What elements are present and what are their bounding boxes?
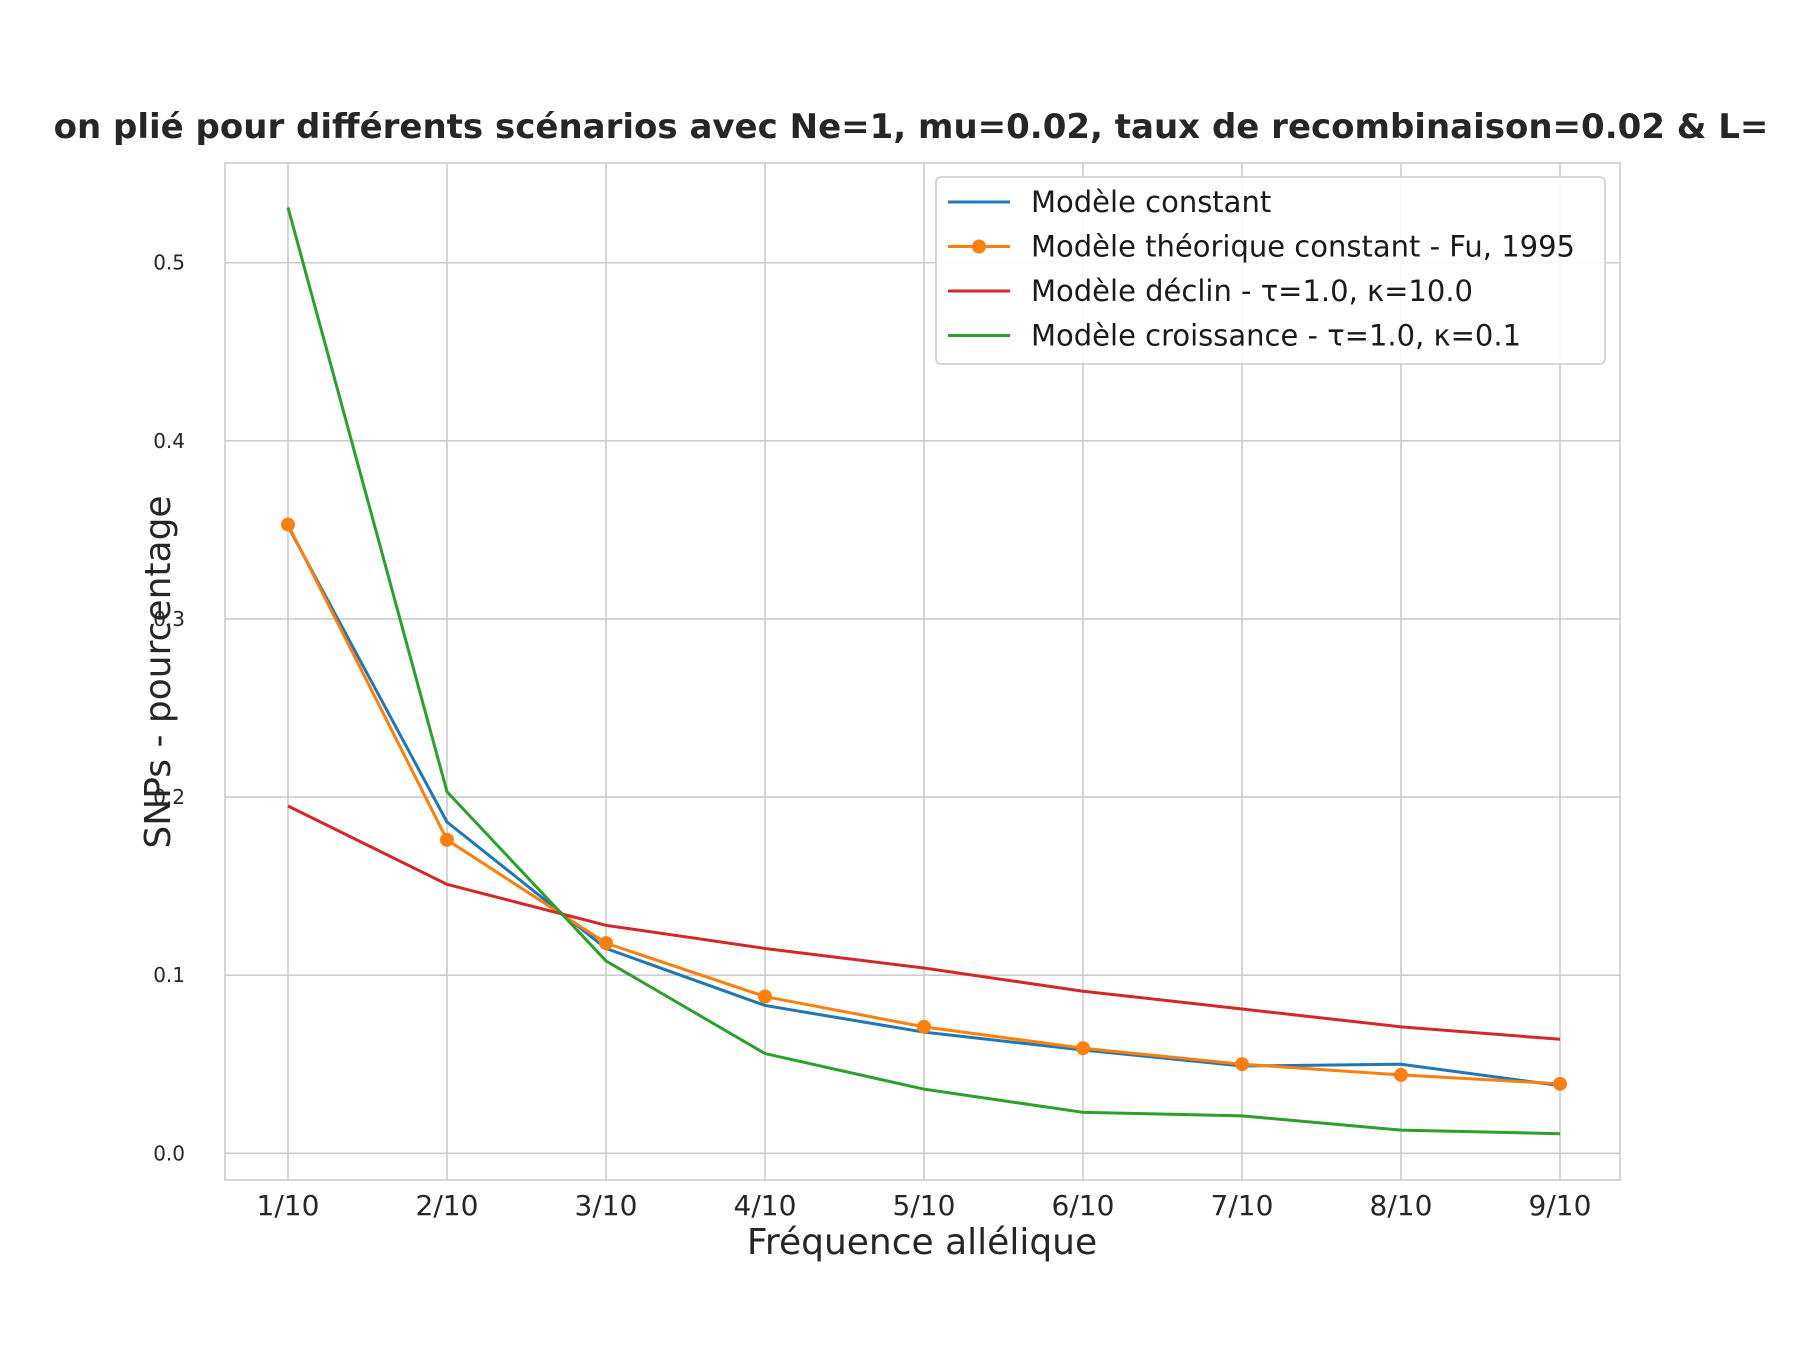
series-layer xyxy=(281,207,1567,1136)
legend-label: Modèle croissance - τ=1.0, κ=0.1 xyxy=(1031,319,1521,353)
series-line-mod-le-d-clin-1-0-10-0 xyxy=(287,804,1561,1041)
x-tick-label: 1/10 xyxy=(257,1189,320,1222)
x-axis-label: Fréquence allélique xyxy=(747,1222,1097,1263)
x-tick-label: 5/10 xyxy=(893,1189,956,1222)
plot-frame xyxy=(224,162,1621,1181)
y-axis-label: SNPs - pourcentage xyxy=(138,495,179,848)
y-tick-label: 0.3 xyxy=(153,607,185,631)
y-tick-label: 0.2 xyxy=(153,785,185,809)
x-tick-label: 6/10 xyxy=(1052,1189,1115,1222)
y-tick-label: 0.4 xyxy=(153,429,185,453)
data-point-mod-le-th-orique-constant-fu-1995 xyxy=(281,517,295,532)
y-tick-label: 0.5 xyxy=(153,251,185,275)
data-point-mod-le-th-orique-constant-fu-1995 xyxy=(599,936,613,951)
legend: Modèle constant Modèle théorique constant… xyxy=(935,176,1606,365)
x-tick-label: 3/10 xyxy=(575,1189,638,1222)
x-tick-label: 7/10 xyxy=(1211,1189,1274,1222)
x-tick-label: 2/10 xyxy=(416,1189,479,1222)
y-ticks: 0.0 0.1 0.2 0.3 0.4 0.5 xyxy=(153,251,185,1166)
data-point-mod-le-th-orique-constant-fu-1995 xyxy=(1235,1057,1249,1072)
data-point-mod-le-th-orique-constant-fu-1995 xyxy=(440,832,454,847)
series-line-mod-le-croissance-1-0-0-1 xyxy=(286,207,1561,1136)
legend-entries: Modèle constant Modèle théorique constant… xyxy=(948,185,1575,353)
legend-box xyxy=(935,176,1606,365)
x-ticks: 1/10 2/10 3/10 4/10 5/10 6/10 7/10 8/10 9/10 xyxy=(257,1189,1592,1222)
legend-marker xyxy=(972,239,986,254)
data-point-mod-le-th-orique-constant-fu-1995 xyxy=(758,989,772,1004)
data-point-mod-le-th-orique-constant-fu-1995 xyxy=(1394,1067,1408,1082)
data-point-mod-le-th-orique-constant-fu-1995 xyxy=(1553,1076,1567,1091)
legend-label: Modèle constant xyxy=(1031,185,1271,219)
x-tick-label: 8/10 xyxy=(1370,1189,1433,1222)
chart-title: on plié pour différents scénarios avec N… xyxy=(54,107,1769,147)
y-tick-label: 0.0 xyxy=(153,1141,185,1165)
x-tick-label: 4/10 xyxy=(734,1189,797,1222)
data-point-mod-le-th-orique-constant-fu-1995 xyxy=(1076,1041,1090,1056)
y-tick-label: 0.1 xyxy=(153,963,185,987)
data-point-mod-le-th-orique-constant-fu-1995 xyxy=(917,1019,931,1034)
x-tick-label: 9/10 xyxy=(1529,1189,1592,1222)
legend-label: Modèle théorique constant - Fu, 1995 xyxy=(1031,230,1575,264)
legend-label: Modèle déclin - τ=1.0, κ=10.0 xyxy=(1031,274,1473,308)
